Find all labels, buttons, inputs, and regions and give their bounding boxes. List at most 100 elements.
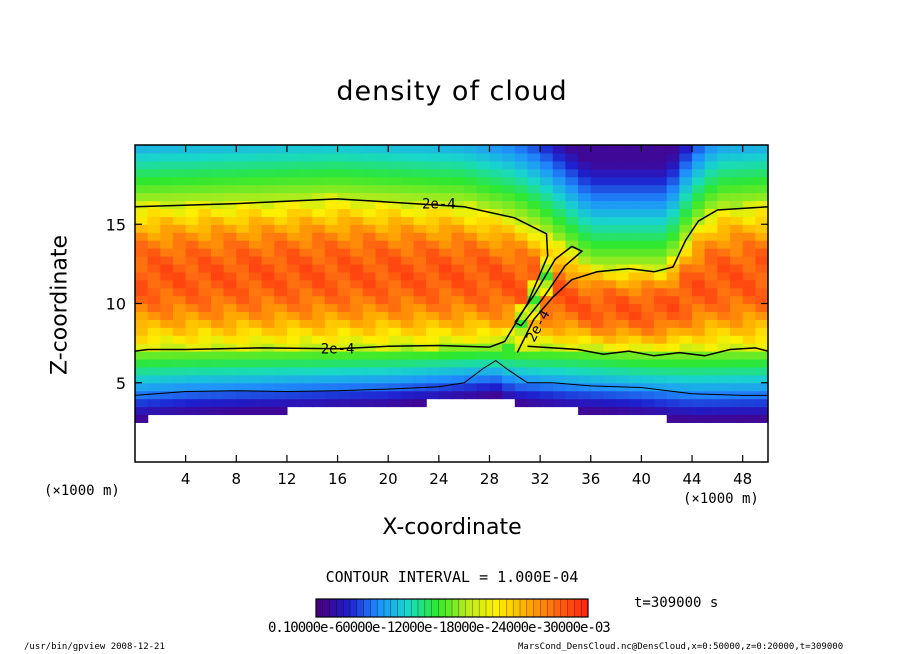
y-axis-label: Z-coordinate xyxy=(47,235,73,375)
heatmap-cell xyxy=(261,366,275,376)
heatmap-cell xyxy=(274,279,288,289)
heatmap-cell xyxy=(654,192,668,202)
heatmap-cell xyxy=(565,263,579,273)
heatmap-cell xyxy=(286,390,301,400)
heatmap-cell xyxy=(248,390,263,400)
heatmap-cell xyxy=(286,208,301,217)
heatmap-cell xyxy=(147,168,161,178)
heatmap-cell xyxy=(248,168,263,178)
heatmap-cell xyxy=(324,248,339,257)
heatmap-cell xyxy=(299,232,313,241)
heatmap-cell xyxy=(730,224,744,233)
heatmap-cell xyxy=(616,192,630,202)
heatmap-cell xyxy=(236,374,250,384)
heatmap-cell xyxy=(299,160,313,170)
heatmap-cell xyxy=(502,263,516,273)
heatmap-cell xyxy=(616,374,630,384)
heatmap-cell xyxy=(704,216,718,225)
heatmap-cell xyxy=(489,374,503,384)
colorbar-segment xyxy=(492,599,501,617)
heatmap-cell xyxy=(578,216,592,225)
heatmap-cell xyxy=(755,382,769,392)
heatmap-cell xyxy=(362,232,377,241)
heatmap-cell xyxy=(210,216,225,225)
heatmap-cell xyxy=(552,398,567,408)
heatmap-cell xyxy=(362,208,377,217)
heatmap-cell xyxy=(312,366,326,376)
heatmap-cell xyxy=(426,145,440,154)
heatmap-cell xyxy=(438,248,453,257)
colorbar-segment xyxy=(445,599,453,617)
heatmap-cell xyxy=(362,351,377,360)
heatmap-cell xyxy=(717,232,731,241)
heatmap-cell xyxy=(223,152,237,162)
heatmap-cell xyxy=(654,335,668,344)
heatmap-cell xyxy=(666,271,680,281)
heatmap-cell xyxy=(527,168,541,178)
x-tick-label: 20 xyxy=(379,470,398,488)
heatmap-cell xyxy=(248,335,263,344)
heatmap-cell xyxy=(172,176,187,186)
heatmap-cell xyxy=(223,358,237,368)
heatmap-cell xyxy=(502,176,516,186)
heatmap-cell xyxy=(400,382,415,392)
heatmap-cell xyxy=(261,374,275,384)
heatmap-cell xyxy=(135,287,149,297)
heatmap-cell xyxy=(717,366,731,376)
footer-command-info: /usr/bin/gpview 2008-12-21 xyxy=(24,642,165,652)
heatmap-cell xyxy=(286,398,301,408)
heatmap-cell xyxy=(628,311,642,320)
heatmap-cell xyxy=(704,224,718,233)
contour-line xyxy=(514,245,584,327)
heatmap-cell xyxy=(286,232,301,241)
heatmap-cell xyxy=(476,176,491,186)
heatmap-cell xyxy=(540,303,554,313)
heatmap-cell xyxy=(375,248,389,257)
heatmap-cell xyxy=(654,303,668,313)
heatmap-cell xyxy=(185,248,199,257)
heatmap-cell xyxy=(514,168,529,178)
heatmap-cell xyxy=(514,295,529,305)
heatmap-cell xyxy=(628,295,642,305)
heatmap-cell xyxy=(476,208,491,217)
heatmap-cell xyxy=(236,176,250,186)
heatmap-cell xyxy=(438,184,453,194)
heatmap-cell xyxy=(476,184,491,194)
heatmap-cell xyxy=(616,255,630,265)
heatmap-cell xyxy=(616,358,630,368)
heatmap-cell xyxy=(590,232,605,241)
heatmap-cell xyxy=(679,240,693,249)
heatmap-cell xyxy=(160,192,174,202)
heatmap-cell xyxy=(717,240,731,249)
heatmap-cell xyxy=(590,382,605,392)
heatmap-cell xyxy=(350,248,364,257)
heatmap-cell xyxy=(489,192,503,202)
heatmap-cell xyxy=(717,382,731,392)
heatmap-cell xyxy=(755,200,769,209)
heatmap-cell xyxy=(350,160,364,170)
heatmap-cell xyxy=(362,255,377,265)
heatmap-cell xyxy=(375,287,389,297)
heatmap-cell xyxy=(274,216,288,225)
heatmap-cell xyxy=(426,295,440,305)
heatmap-cell xyxy=(413,279,427,289)
heatmap-cell xyxy=(527,351,541,360)
heatmap-cell xyxy=(603,152,617,162)
heatmap-cell xyxy=(299,263,313,273)
heatmap-cell xyxy=(185,192,199,202)
colorbar-frame xyxy=(315,598,589,618)
heatmap-cell xyxy=(223,192,237,202)
heatmap-cell xyxy=(413,160,427,170)
heatmap-cell xyxy=(704,160,718,170)
heatmap-cell xyxy=(692,232,706,241)
heatmap-cell xyxy=(476,295,491,305)
heatmap-cell xyxy=(540,271,554,281)
heatmap-cell xyxy=(147,184,161,194)
heatmap-cell xyxy=(324,327,339,336)
heatmap-cell xyxy=(375,351,389,360)
heatmap-cell xyxy=(223,311,237,320)
heatmap-cell xyxy=(198,184,212,194)
heatmap-cell xyxy=(704,248,718,257)
heatmap-cell xyxy=(527,145,541,154)
